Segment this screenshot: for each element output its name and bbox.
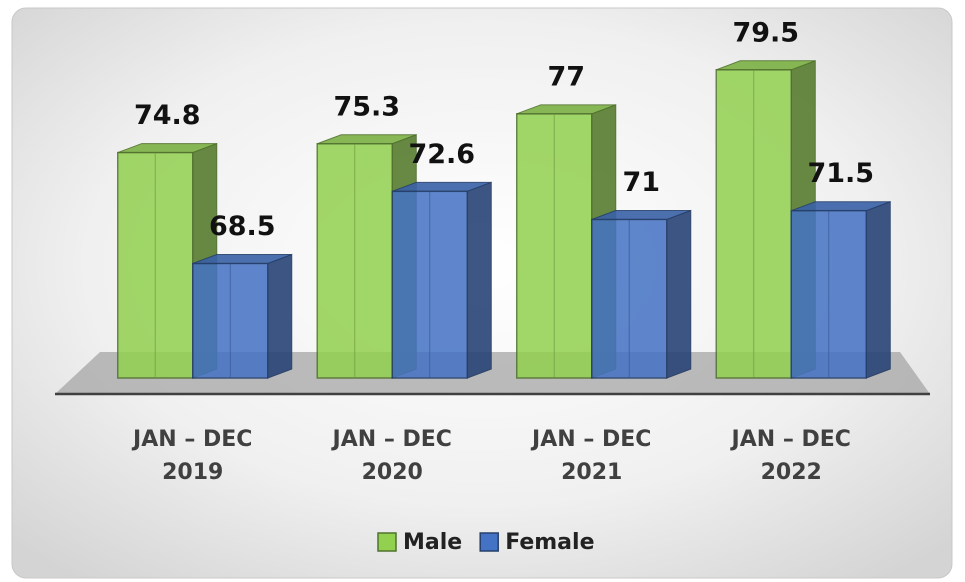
legend-swatch <box>479 532 499 552</box>
bar <box>790 200 891 379</box>
value-label: 75.3 <box>333 91 400 122</box>
x-tick-label: 2022 <box>761 460 822 485</box>
value-label: 72.6 <box>408 139 475 170</box>
x-tick-label: JAN – DEC <box>730 427 851 452</box>
x-tick-label: JAN – DEC <box>530 427 651 452</box>
value-label: 77 <box>547 61 585 92</box>
x-tick-label: JAN – DEC <box>131 427 252 452</box>
value-label: 68.5 <box>209 211 276 242</box>
bar <box>391 181 492 379</box>
bar <box>591 209 692 379</box>
value-label: 79.5 <box>732 17 799 48</box>
legend-swatch <box>377 532 397 552</box>
value-label: 71.5 <box>807 158 874 189</box>
x-tick-label: 2019 <box>162 460 223 485</box>
value-label: 74.8 <box>134 100 201 131</box>
bar <box>192 253 293 379</box>
x-tick-label: 2021 <box>561 460 622 485</box>
x-tick-label: 2020 <box>362 460 423 485</box>
value-label: 71 <box>622 167 660 198</box>
legend-label: Female <box>505 530 594 555</box>
legend-label: Male <box>403 530 462 555</box>
x-tick-label: JAN – DEC <box>331 427 452 452</box>
bar <box>117 142 218 379</box>
